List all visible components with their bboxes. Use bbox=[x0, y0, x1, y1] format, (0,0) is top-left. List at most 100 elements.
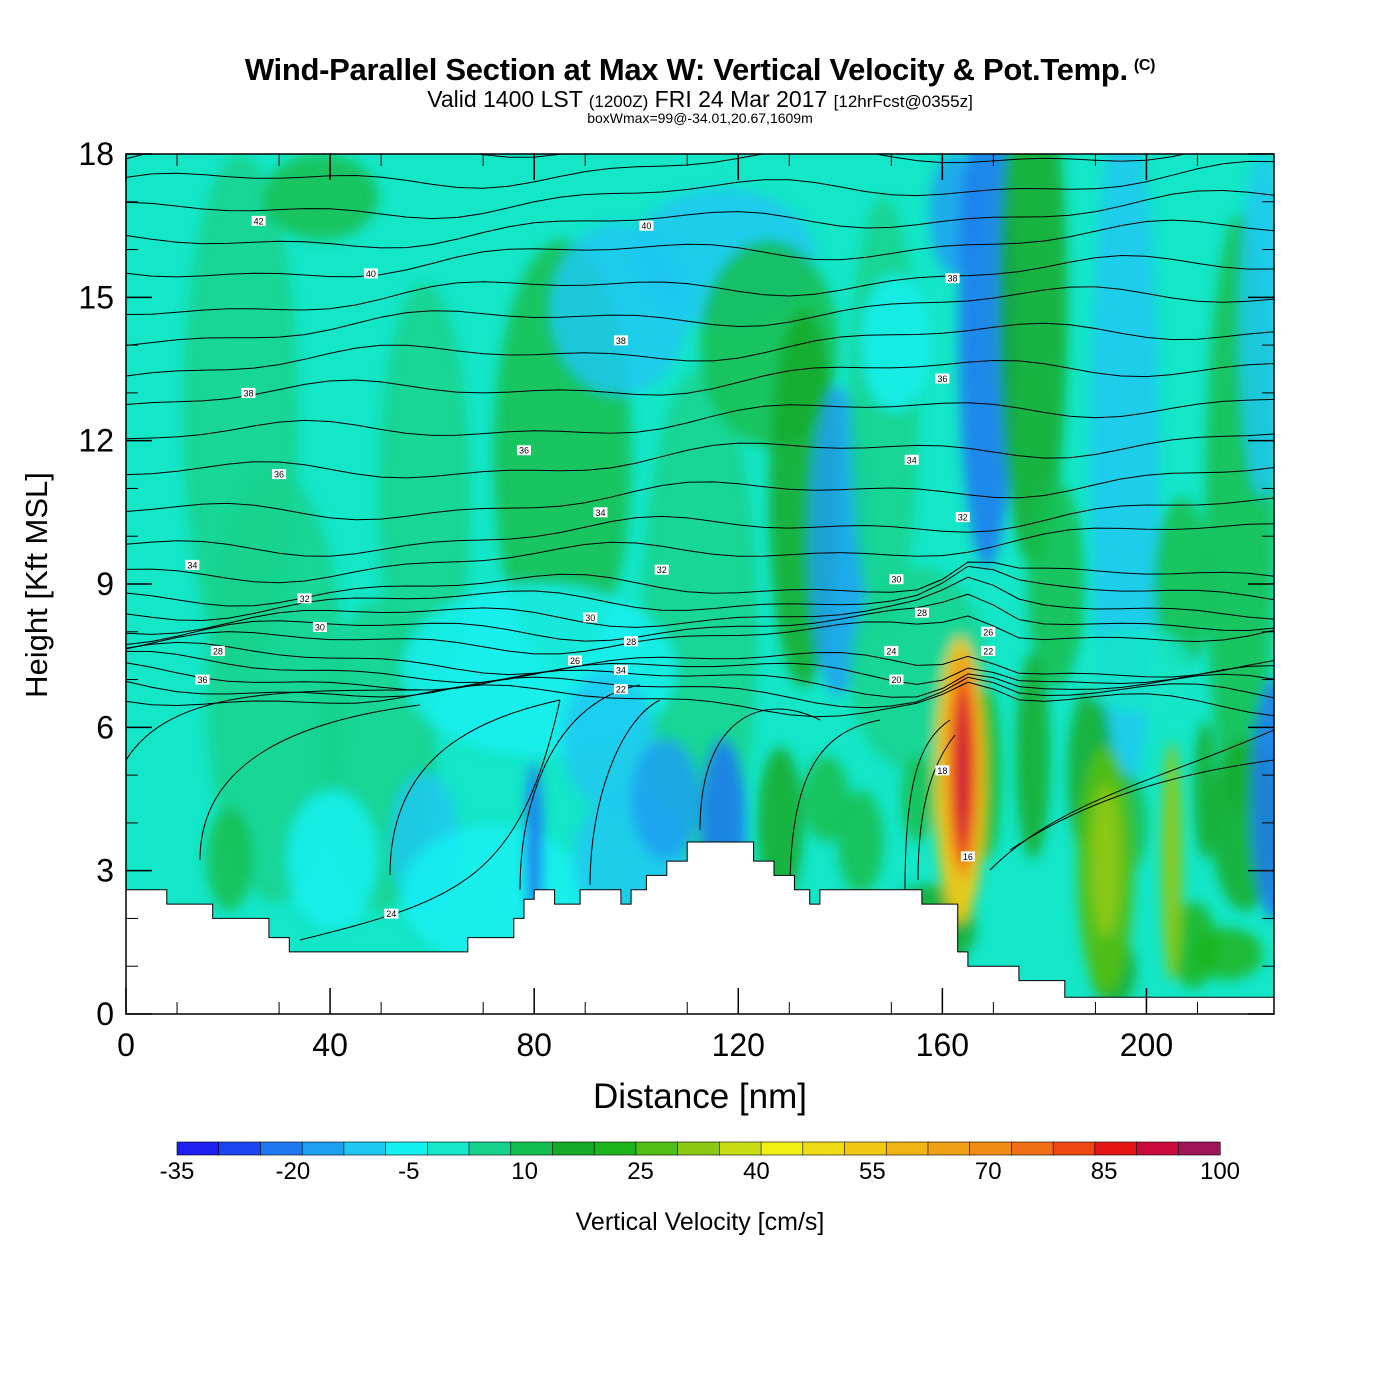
svg-text:24: 24 bbox=[886, 646, 896, 656]
theta-contour-label: 28 bbox=[914, 607, 929, 618]
y-tick-label: 0 bbox=[96, 996, 114, 1032]
colorbar-swatch bbox=[760, 1141, 804, 1156]
y-tick-label: 3 bbox=[96, 853, 114, 889]
theta-contour-label: 26 bbox=[981, 626, 996, 637]
colorbar-tick-label: 25 bbox=[627, 1158, 654, 1185]
x-tick-label: 200 bbox=[1120, 1027, 1173, 1063]
svg-text:36: 36 bbox=[198, 675, 208, 685]
x-tick-label: 120 bbox=[712, 1027, 765, 1063]
colorbar-swatch bbox=[218, 1141, 262, 1156]
theta-contour-label: 16 bbox=[960, 851, 975, 862]
y-tick-label: 6 bbox=[96, 709, 114, 745]
y-tick-label: 9 bbox=[96, 566, 114, 602]
colorbar-swatch bbox=[552, 1141, 595, 1156]
svg-text:30: 30 bbox=[891, 575, 901, 585]
theta-contour-label: 36 bbox=[516, 445, 531, 456]
colorbar-tick-label: 55 bbox=[858, 1158, 886, 1185]
theta-contour-label: 36 bbox=[272, 469, 287, 480]
valid-date: FRI 24 Mar 2017 bbox=[654, 86, 828, 112]
svg-text:22: 22 bbox=[616, 685, 626, 695]
x-tick-label: 160 bbox=[916, 1027, 969, 1063]
theta-contour-label: 38 bbox=[241, 387, 256, 398]
box-wmax-info: boxWmax=99@-34.01,20.67,1609m bbox=[587, 110, 813, 126]
svg-text:38: 38 bbox=[616, 336, 626, 346]
theta-contour-label: 34 bbox=[613, 665, 628, 676]
colorbar-swatch bbox=[1177, 1141, 1221, 1156]
theta-contour-label: 22 bbox=[613, 684, 628, 695]
svg-text:34: 34 bbox=[187, 560, 197, 570]
updraft-core-5 bbox=[1090, 784, 1121, 938]
theta-contour-label: 36 bbox=[195, 674, 210, 685]
svg-text:16: 16 bbox=[963, 852, 973, 862]
theta-contour-label: 30 bbox=[312, 622, 327, 633]
valid-time: Valid 1400 LST bbox=[427, 86, 583, 112]
svg-text:40: 40 bbox=[366, 269, 376, 279]
colorbar-swatch bbox=[1136, 1141, 1179, 1156]
colorbar-title: Vertical Velocity [cm/s] bbox=[575, 1208, 825, 1236]
svg-text:20: 20 bbox=[891, 675, 901, 685]
y-tick-label: 15 bbox=[78, 279, 114, 315]
colorbar-swatch bbox=[719, 1141, 762, 1156]
colorbar-tick-label: -35 bbox=[159, 1158, 195, 1185]
svg-text:36: 36 bbox=[937, 374, 947, 384]
svg-text:22: 22 bbox=[983, 646, 993, 656]
colorbar-swatch bbox=[635, 1141, 679, 1156]
colorbar-swatch bbox=[343, 1141, 387, 1156]
theta-contour-label: 38 bbox=[613, 335, 628, 346]
colorbar-swatch bbox=[844, 1141, 887, 1156]
theta-contour-label: 28 bbox=[624, 636, 639, 647]
theta-contour-label: 40 bbox=[639, 220, 654, 231]
svg-text:28: 28 bbox=[626, 637, 636, 647]
svg-text:30: 30 bbox=[585, 613, 595, 623]
theta-contour-label: 34 bbox=[904, 454, 919, 465]
theta-contour-label: 36 bbox=[935, 373, 950, 384]
theta-contour-label: 42 bbox=[251, 215, 266, 226]
svg-text:26: 26 bbox=[570, 656, 580, 666]
updraft-core-6 bbox=[1161, 741, 1183, 981]
colorbar-swatch bbox=[885, 1141, 929, 1156]
svg-text:42: 42 bbox=[254, 216, 264, 226]
colorbar-swatch bbox=[176, 1141, 220, 1156]
x-tick-label: 80 bbox=[516, 1027, 552, 1063]
x-tick-label: 40 bbox=[312, 1027, 348, 1063]
colorbar-tick-label: 10 bbox=[511, 1158, 539, 1185]
colorbar-tick-label: 40 bbox=[743, 1158, 770, 1185]
colorbar-tick-label: -5 bbox=[398, 1158, 420, 1185]
theta-contour-label: 24 bbox=[884, 645, 899, 656]
colorbar-swatch bbox=[593, 1141, 637, 1156]
colorbar-tick-label: 85 bbox=[1090, 1158, 1118, 1185]
theta-contour-label: 32 bbox=[955, 512, 970, 523]
chart-title: Wind-Parallel Section at Max W: Vertical… bbox=[0, 52, 1400, 88]
theta-contour-label: 34 bbox=[593, 507, 608, 518]
y-axis-label: Height [Kft MSL] bbox=[19, 472, 54, 698]
colorbar-swatch bbox=[1011, 1141, 1054, 1156]
theta-contour-label: 30 bbox=[889, 574, 904, 585]
y-tick-label: 12 bbox=[78, 423, 114, 459]
svg-text:28: 28 bbox=[213, 646, 223, 656]
colorbar-tick-label: 70 bbox=[974, 1158, 1002, 1185]
copyright-mark: (C) bbox=[1133, 57, 1156, 74]
x-tick-label: 0 bbox=[117, 1027, 135, 1063]
x-axis-label: Distance [nm] bbox=[593, 1077, 807, 1116]
theta-contour-label: 20 bbox=[889, 674, 904, 685]
svg-text:32: 32 bbox=[657, 565, 667, 575]
utc-time: (1200Z) bbox=[588, 92, 649, 111]
colorbar-tick-label: -20 bbox=[275, 1158, 311, 1185]
svg-text:34: 34 bbox=[595, 508, 605, 518]
theta-contour-label: 18 bbox=[935, 765, 950, 776]
colorbar-swatch bbox=[301, 1141, 345, 1156]
colorbar-swatch bbox=[510, 1141, 554, 1156]
theta-contour-label: 32 bbox=[297, 593, 312, 604]
svg-text:34: 34 bbox=[907, 455, 917, 465]
theta-contour-label: 34 bbox=[185, 559, 200, 570]
svg-text:38: 38 bbox=[243, 388, 253, 398]
colorbar-swatch bbox=[802, 1141, 846, 1156]
terrain-mask bbox=[126, 841, 1274, 1014]
svg-text:32: 32 bbox=[300, 594, 310, 604]
colorbar-swatch bbox=[1094, 1141, 1138, 1156]
colorbar-swatch bbox=[427, 1141, 470, 1156]
svg-text:24: 24 bbox=[386, 909, 396, 919]
svg-text:36: 36 bbox=[519, 446, 529, 456]
chart-subtitle: Valid 1400 LST (1200Z) FRI 24 Mar 2017 [… bbox=[0, 86, 1400, 113]
